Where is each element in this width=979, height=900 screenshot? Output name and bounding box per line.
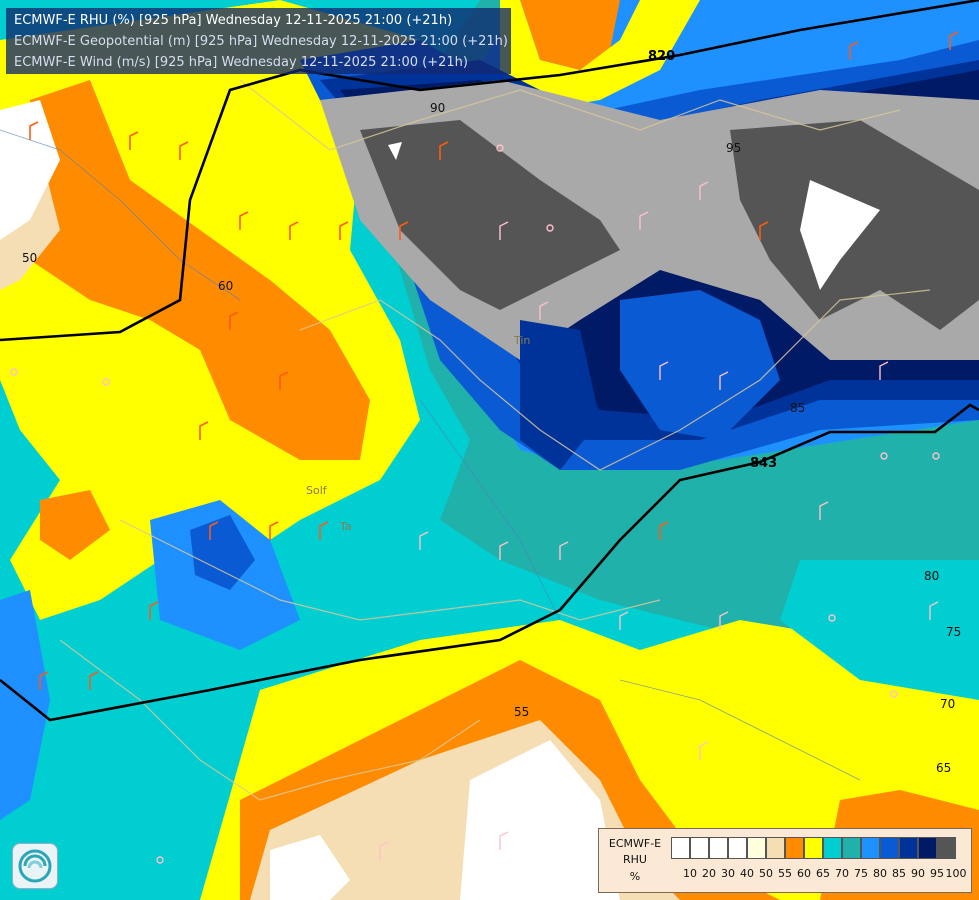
rhu-label: 90 [430, 101, 445, 115]
legend-swatch [880, 837, 899, 859]
rhu-field-90-dip [520, 320, 600, 470]
rhu-field-clear [800, 180, 880, 290]
rhu-field-85-pool [190, 515, 255, 590]
legend-tick: 100 [945, 867, 967, 880]
geopotential-isoline-843 [0, 403, 979, 722]
rhu-field-50 [460, 740, 620, 900]
legend-tick: 40 [740, 867, 754, 880]
border-lines [59, 79, 931, 801]
legend-swatch [785, 837, 804, 859]
rhu-field-60 [30, 80, 370, 460]
legend-variable: RHU [623, 853, 647, 866]
legend-swatch [804, 837, 823, 859]
legend-swatch [918, 837, 937, 859]
legend-tick: 75 [854, 867, 868, 880]
geopotential-labels: 820 843 [648, 49, 777, 471]
legend-tick: 20 [702, 867, 716, 880]
rhu-field-60d [40, 490, 110, 560]
legend-tick: 50 [759, 867, 773, 880]
river-lines [0, 129, 861, 781]
place-label: Ta [339, 520, 352, 533]
wind-barbs [29, 31, 959, 690]
legend-swatch [937, 837, 956, 859]
legend-tick: 10 [683, 867, 697, 880]
rhu-label: 95 [726, 141, 741, 155]
legend-tick: 70 [835, 867, 849, 880]
contour-labels: 95 90 85 80 75 70 65 60 55 50 [22, 101, 961, 775]
rhu-title: ECMWF-E RHU (%) [925 hPa] Wednesday 12-1… [14, 13, 453, 28]
legend-swatch [690, 837, 709, 859]
legend-tick: 90 [911, 867, 925, 880]
rhu-field-50b [270, 835, 350, 900]
legend-tick: 80 [873, 867, 887, 880]
rhu-field-60-top [520, 0, 620, 70]
rhu-label: 70 [940, 697, 955, 711]
legend-swatch [671, 837, 690, 859]
map-title-panel: ECMWF-E RHU (%) [925 hPa] Wednesday 12-1… [6, 8, 511, 74]
rhu-label: 65 [936, 761, 951, 775]
wind-title: ECMWF-E Wind (m/s) [925 hPa] Wednesday 1… [14, 55, 468, 70]
rhu-field-clear-b [388, 142, 402, 160]
rhu-field-sw-pool [0, 590, 50, 820]
legend-swatch [899, 837, 918, 859]
legend-swatch [766, 837, 785, 859]
geopotential-title: ECMWF-E Geopotential (m) [925 hPa] Wedne… [14, 34, 508, 49]
ecmwf-logo-icon [12, 843, 58, 889]
geopotential-label-820: 820 [648, 49, 675, 64]
place-labels: Solf Ta Tin [306, 334, 530, 533]
legend-swatch [861, 837, 880, 859]
legend-tick: 95 [930, 867, 944, 880]
geopotential-label-843: 843 [750, 456, 777, 471]
rhu-field-100-dark [360, 120, 620, 310]
rhu-label: 55 [514, 705, 529, 719]
rhu-legend: ECMWF-E RHU % 10 20 30 40 50 55 60 65 70 75 80 85 90… [598, 828, 972, 893]
rhu-label: 80 [924, 569, 939, 583]
rhu-label: 60 [218, 279, 233, 293]
rhu-field-85-dip [620, 290, 780, 440]
legend-tick: 30 [721, 867, 735, 880]
legend-tick: 55 [778, 867, 792, 880]
legend-tick: 85 [892, 867, 906, 880]
rhu-field-east-low-b [780, 560, 979, 700]
legend-swatch [728, 837, 747, 859]
legend-title: ECMWF-E [608, 837, 662, 850]
legend-swatch [709, 837, 728, 859]
place-label: Tin [513, 334, 530, 347]
rhu-field-65-top [500, 0, 700, 110]
legend-unit: % [629, 870, 641, 883]
rhu-label: 75 [946, 625, 961, 639]
legend-swatch [842, 837, 861, 859]
rhu-label: 85 [790, 401, 805, 415]
calm-markers [10, 144, 940, 864]
rhu-label: 50 [22, 251, 37, 265]
legend-swatch [823, 837, 842, 859]
legend-tick: 60 [797, 867, 811, 880]
place-label: Solf [306, 484, 328, 497]
legend-swatch [747, 837, 766, 859]
legend-tick: 65 [816, 867, 830, 880]
